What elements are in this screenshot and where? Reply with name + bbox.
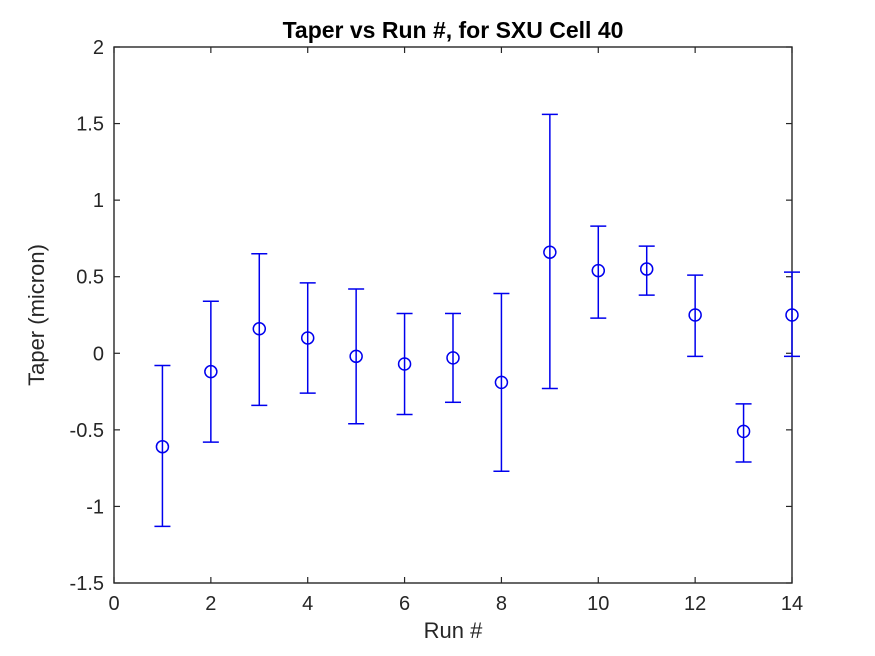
data-point-run-9 — [543, 245, 557, 259]
y-tick-label: -0.5 — [70, 420, 104, 442]
x-tick-label: 0 — [108, 593, 119, 615]
data-point-run-10 — [591, 263, 606, 278]
data-point-run-8 — [494, 375, 509, 390]
data-point-run-14 — [785, 308, 799, 322]
data-point-run-6 — [397, 357, 412, 371]
data-point-run-4 — [300, 331, 315, 345]
data-point-run-12 — [688, 308, 702, 322]
y-axis-label: Taper (micron) — [24, 244, 49, 386]
data-point-run-5 — [349, 349, 363, 364]
y-tick-label: 2 — [93, 37, 104, 59]
chart-title: Taper vs Run #, for SXU Cell 40 — [282, 17, 624, 43]
y-tick-label: -1 — [86, 496, 104, 518]
y-tick-label: 1.5 — [76, 114, 104, 136]
data-point-run-3 — [252, 322, 267, 336]
x-tick-label: 2 — [205, 593, 216, 615]
x-tick-label: 4 — [302, 593, 313, 615]
x-tick-label: 6 — [399, 593, 410, 615]
y-tick-label: 1 — [93, 190, 104, 212]
x-tick-label: 12 — [684, 593, 706, 615]
data-point-run-7 — [446, 351, 460, 365]
y-tick-label: 0 — [93, 343, 104, 365]
data-point-run-1 — [155, 439, 170, 454]
data-point-run-13 — [736, 424, 751, 439]
y-tick-label: -1.5 — [70, 573, 104, 595]
data-point-run-11 — [639, 262, 654, 276]
data-point-run-2 — [204, 364, 218, 379]
x-axis-label: Run # — [423, 618, 483, 643]
x-tick-label: 8 — [496, 593, 507, 615]
y-tick-label: 0.5 — [76, 267, 104, 289]
x-tick-label: 10 — [587, 593, 609, 615]
x-tick-label: 14 — [781, 593, 803, 615]
